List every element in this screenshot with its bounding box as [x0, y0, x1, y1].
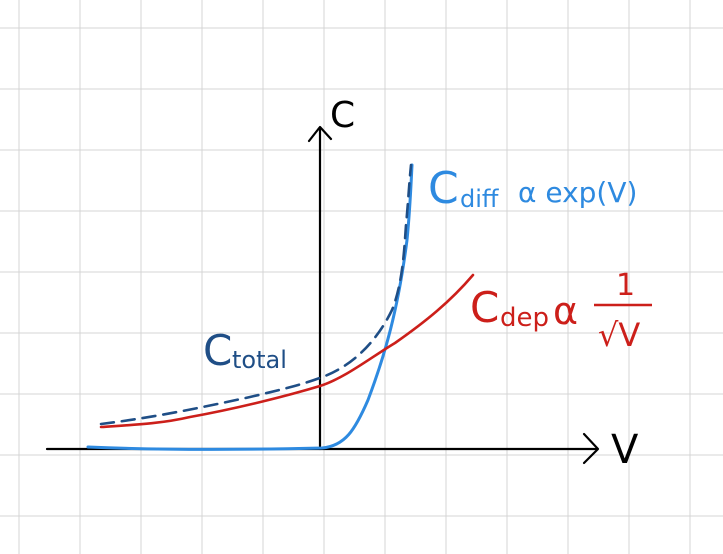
x-axis-label: V	[611, 427, 639, 473]
y-axis-arrowhead	[307, 125, 333, 143]
c-dep-numerator: 1	[616, 268, 635, 303]
axes	[45, 125, 600, 465]
c-diff-label-main: C	[428, 163, 459, 214]
c-diff-curve	[86, 163, 414, 451]
c-diff-relation: α exp(V)	[518, 176, 637, 209]
c-dep-label: C dep α 1 √V	[470, 268, 652, 354]
c-total-label: C total	[203, 326, 287, 375]
c-diff-label-sub: diff	[460, 185, 499, 213]
c-dep-curve	[99, 273, 475, 429]
c-total-label-main: C	[203, 326, 232, 375]
y-axis-label: C	[330, 95, 355, 136]
x-axis-arrowhead	[582, 432, 600, 465]
c-total-curve	[99, 163, 413, 426]
c-dep-label-main: C	[470, 283, 499, 332]
c-dep-relation: α	[553, 289, 578, 333]
c-diff-label: C diff α exp(V)	[428, 163, 637, 214]
c-dep-denominator: √V	[598, 316, 640, 354]
c-dep-label-sub: dep	[500, 303, 549, 333]
c-total-label-sub: total	[232, 346, 287, 374]
